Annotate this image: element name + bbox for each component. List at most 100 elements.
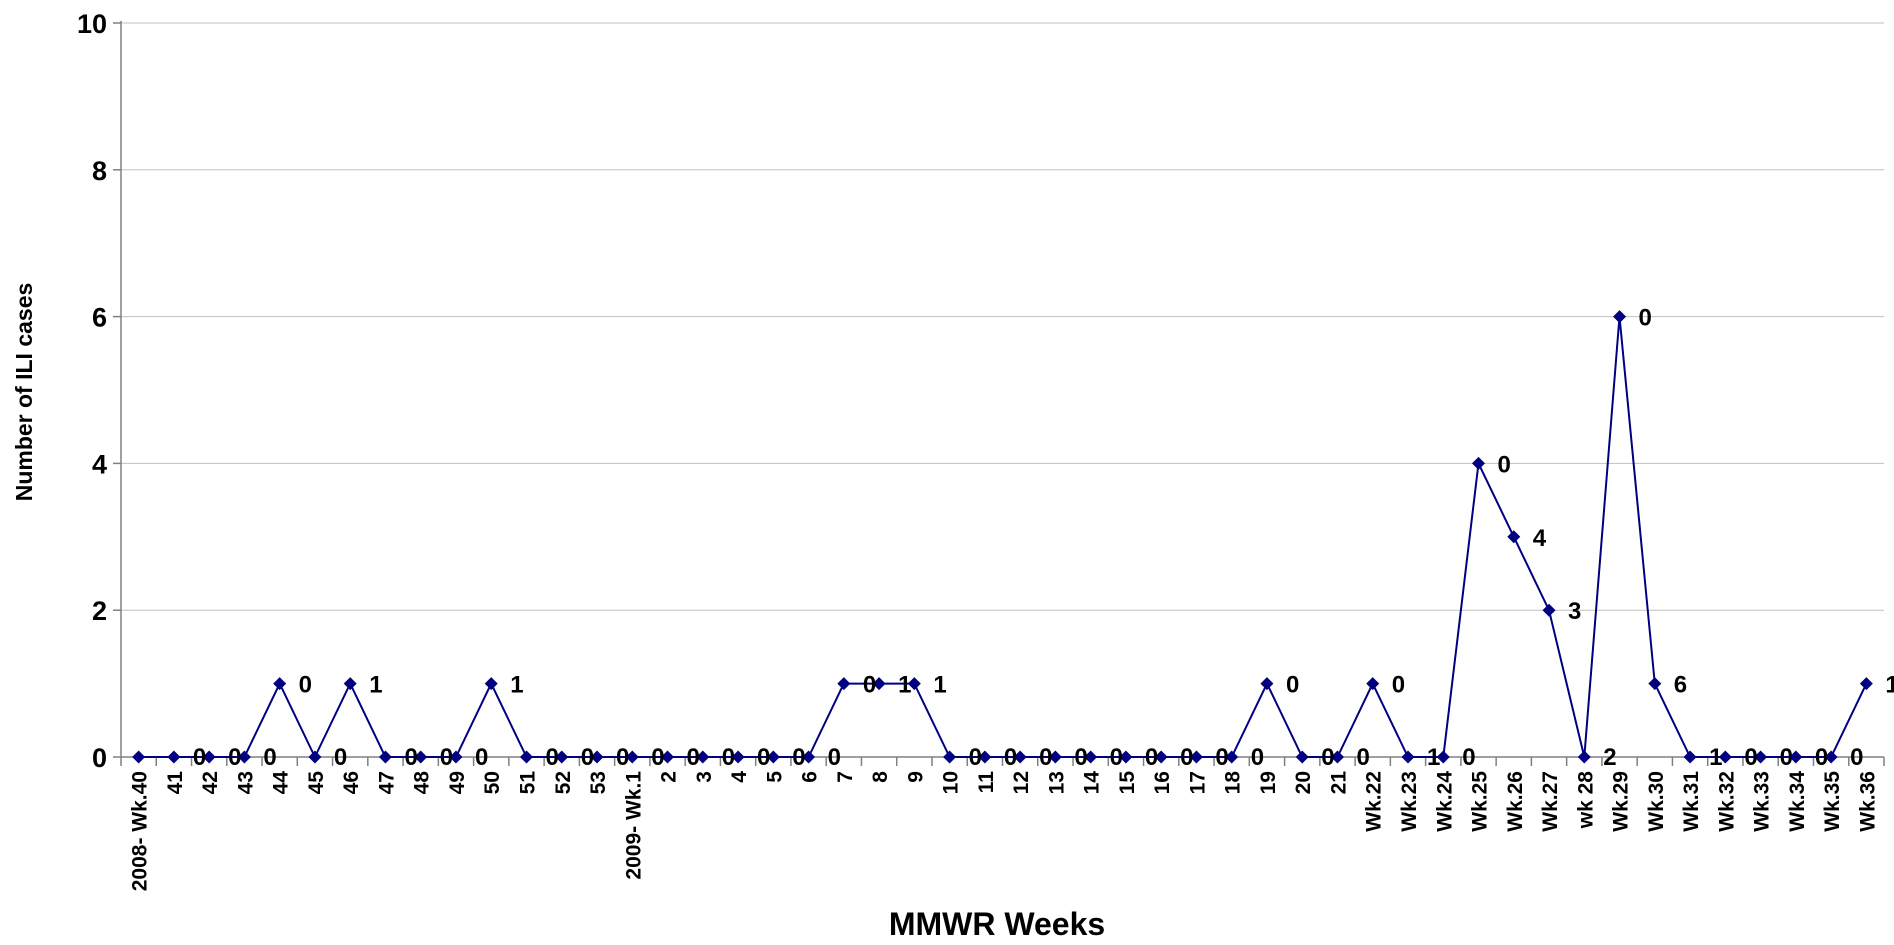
data-point [661, 750, 675, 764]
x-tick-label: 2 [658, 771, 681, 783]
data-point [343, 677, 357, 691]
x-tick-label: Wk.31 [1680, 771, 1703, 832]
x-tick-label: 46 [340, 771, 363, 794]
data-point [1648, 677, 1662, 691]
data-point [731, 750, 745, 764]
y-tick-label: 8 [92, 156, 107, 186]
x-tick-label: 17 [1186, 771, 1209, 794]
data-label: 1 [1709, 744, 1722, 771]
data-point [308, 750, 322, 764]
x-tick-label: 16 [1151, 771, 1174, 794]
data-label: 0 [757, 744, 770, 771]
data-point [1577, 750, 1591, 764]
data-label: 0 [581, 744, 594, 771]
x-tick-label: 12 [1010, 771, 1033, 794]
data-point [837, 677, 851, 691]
x-tick-label: Wk.26 [1504, 771, 1527, 832]
x-tick-label: Wk.27 [1539, 771, 1562, 832]
data-label: 1 [933, 672, 946, 699]
series-ili-cases [132, 310, 1873, 764]
data-label: 0 [1321, 744, 1334, 771]
data-point [1789, 750, 1803, 764]
x-tick-label: 21 [1327, 771, 1350, 795]
data-label: 0 [1215, 744, 1228, 771]
x-tick-label: 52 [552, 771, 575, 794]
x-tick-label: 50 [481, 771, 504, 794]
data-label: 0 [334, 744, 347, 771]
data-label: 0 [828, 744, 841, 771]
x-tick-label: 11 [975, 771, 998, 794]
gridlines [121, 22, 1884, 611]
x-tick-label: 2009- Wk.1 [622, 771, 645, 880]
data-point [802, 750, 816, 764]
data-point [1683, 750, 1697, 764]
data-point [625, 750, 639, 764]
data-label: 0 [1074, 744, 1087, 771]
data-label: 1 [369, 672, 382, 699]
data-label: 1 [1885, 672, 1894, 699]
data-point [1718, 750, 1732, 764]
x-tick-label: 49 [446, 771, 469, 794]
data-label: 0 [545, 744, 558, 771]
data-point [590, 750, 604, 764]
x-tick-label: Wk.33 [1751, 771, 1774, 832]
x-tick-label: 19 [1257, 771, 1280, 794]
data-point [766, 750, 780, 764]
x-tick-label: 44 [270, 771, 293, 795]
data-label: 0 [1815, 744, 1828, 771]
data-label: 0 [863, 672, 876, 699]
x-tick-label: Wk.36 [1856, 771, 1879, 832]
data-point [378, 750, 392, 764]
data-label: 0 [1110, 744, 1123, 771]
data-point [414, 750, 428, 764]
data-point [237, 750, 251, 764]
data-point [943, 750, 957, 764]
x-tick-label: Wk.34 [1786, 771, 1809, 832]
x-tick-label: Wk.23 [1398, 771, 1421, 832]
x-tick-label: 20 [1292, 771, 1315, 794]
data-label: 0 [1850, 744, 1863, 771]
x-tick-labels: 2008- Wk.40 41 42 43 44 45 46 47 48 49 50 51 52 53 200… [129, 771, 1880, 892]
x-tick-label: 4 [728, 771, 751, 783]
x-tick-label: 48 [411, 771, 434, 795]
data-point [449, 750, 463, 764]
data-point [484, 677, 498, 691]
data-label: 1 [510, 672, 523, 699]
x-axis-title: MMWR Weeks [889, 906, 1105, 942]
y-tick-labels: 0 2 4 6 8 10 [77, 9, 107, 773]
data-label: 0 [1180, 744, 1193, 771]
data-label: 0 [687, 744, 700, 771]
data-point [1507, 530, 1521, 544]
x-tick-label: 13 [1045, 771, 1068, 794]
data-label: 0 [792, 744, 805, 771]
y-axis-title: Number of ILI cases [11, 283, 37, 502]
data-point [1401, 750, 1415, 764]
data-point [273, 677, 287, 691]
data-label: 0 [1004, 744, 1017, 771]
data-label: 0 [1780, 744, 1793, 771]
x-tick-label: 10 [940, 771, 963, 794]
data-point [202, 750, 216, 764]
x-tick-label: Wk.29 [1610, 771, 1633, 832]
y-tick-label: 2 [92, 596, 107, 626]
x-tick-label: 14 [1081, 771, 1104, 795]
x-tick-label: Wk.32 [1715, 771, 1738, 832]
data-label: 1 [898, 672, 911, 699]
data-point [1048, 750, 1062, 764]
x-tick-label: 53 [587, 771, 610, 794]
x-tick-label: Wk.30 [1645, 771, 1668, 832]
data-label: 0 [263, 744, 276, 771]
data-label: 0 [1145, 744, 1158, 771]
data-point [872, 677, 886, 691]
data-point [978, 750, 992, 764]
data-label: 0 [193, 744, 206, 771]
data-label: 0 [440, 744, 453, 771]
data-point [1225, 750, 1239, 764]
data-label: 1 [1427, 744, 1440, 771]
data-label: 3 [1568, 598, 1581, 625]
data-label: 0 [1356, 744, 1369, 771]
x-tick-label: 15 [1116, 771, 1139, 795]
y-tick-label: 6 [92, 303, 107, 333]
data-point [167, 750, 181, 764]
